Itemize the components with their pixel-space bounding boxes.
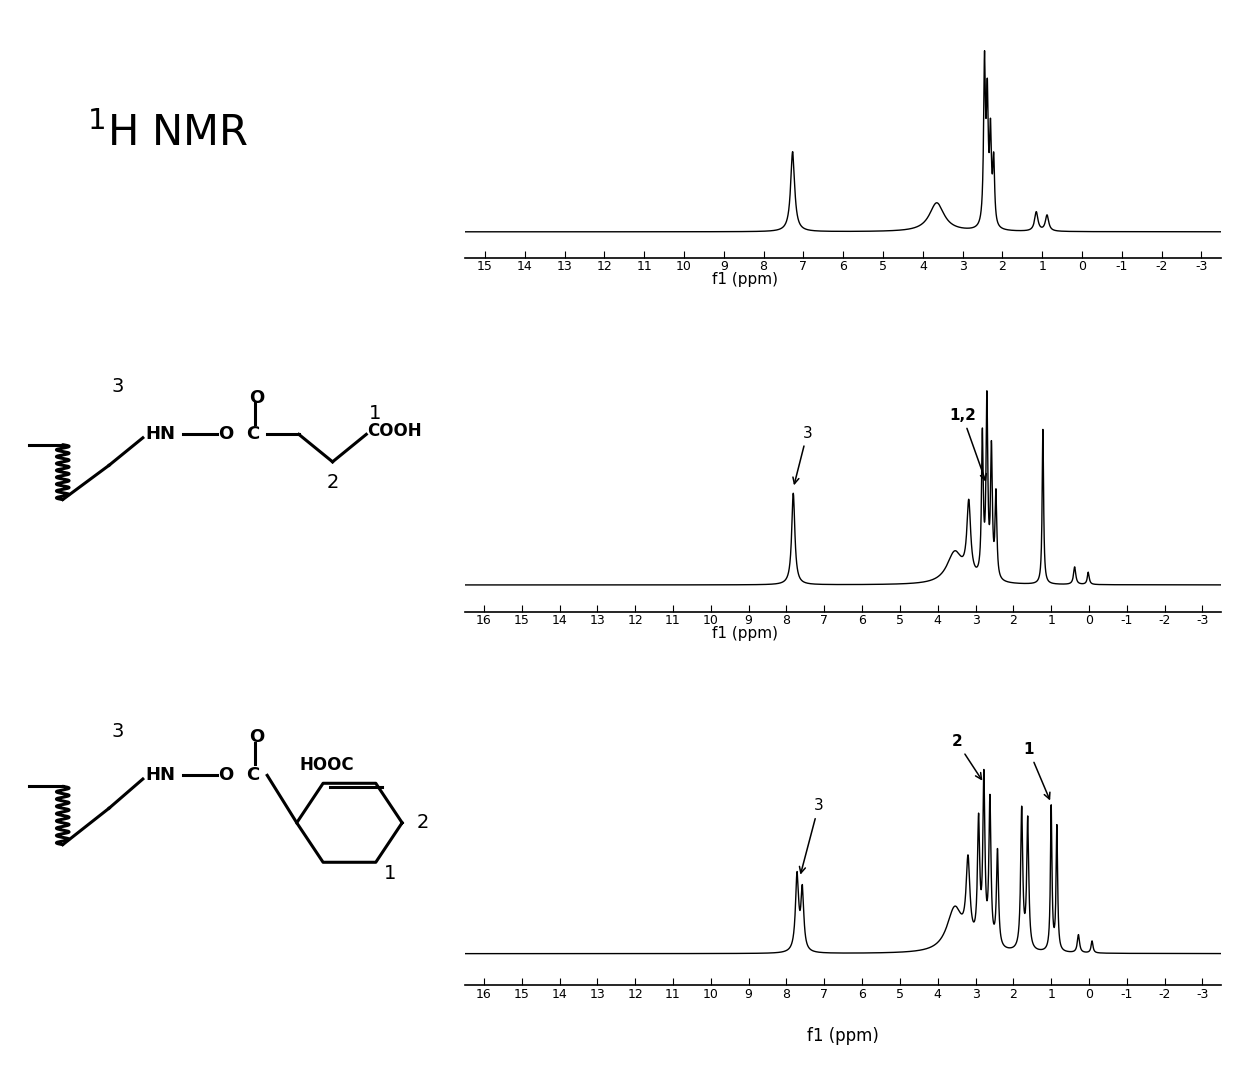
Text: O: O	[249, 389, 265, 408]
Text: 1: 1	[1023, 743, 1050, 799]
Text: f1 (ppm): f1 (ppm)	[807, 1027, 879, 1045]
Text: O: O	[249, 729, 265, 746]
Text: 3: 3	[800, 798, 823, 873]
Text: COOH: COOH	[367, 422, 422, 440]
Text: 2: 2	[951, 734, 981, 779]
Text: 1: 1	[384, 864, 397, 883]
Text: HOOC: HOOC	[300, 756, 355, 774]
Text: O: O	[218, 425, 233, 443]
Text: 3: 3	[112, 722, 124, 741]
Text: 1,2: 1,2	[949, 408, 986, 481]
Text: C: C	[247, 766, 259, 784]
Text: 2: 2	[417, 813, 429, 833]
Text: 1: 1	[368, 405, 381, 423]
Text: O: O	[218, 766, 233, 784]
Text: 3: 3	[112, 377, 124, 396]
Text: $^{1}$H NMR: $^{1}$H NMR	[87, 113, 248, 156]
Text: HN: HN	[145, 425, 175, 443]
Text: f1 (ppm): f1 (ppm)	[712, 627, 777, 642]
Text: 3: 3	[792, 426, 812, 484]
Text: 2: 2	[326, 473, 339, 491]
Text: C: C	[247, 425, 259, 443]
Text: HN: HN	[145, 766, 175, 784]
Text: f1 (ppm): f1 (ppm)	[712, 273, 777, 288]
